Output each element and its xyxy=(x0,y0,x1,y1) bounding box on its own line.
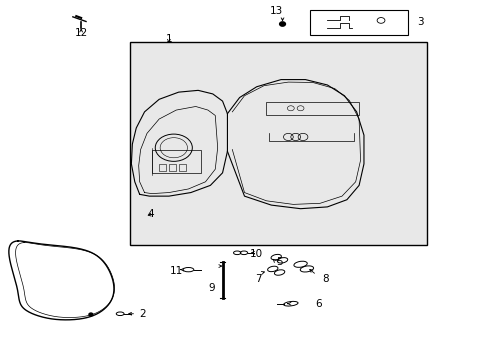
Text: 5: 5 xyxy=(276,257,282,267)
Text: 9: 9 xyxy=(208,283,215,293)
Bar xyxy=(266,102,358,116)
Text: 4: 4 xyxy=(147,209,154,219)
Text: 12: 12 xyxy=(74,28,87,38)
Text: 2: 2 xyxy=(140,310,146,319)
Text: 13: 13 xyxy=(269,6,282,17)
Text: 8: 8 xyxy=(322,274,328,284)
Bar xyxy=(152,149,200,173)
Bar xyxy=(178,164,185,171)
Text: 10: 10 xyxy=(249,248,262,258)
Text: 1: 1 xyxy=(165,35,172,44)
Circle shape xyxy=(89,313,93,316)
Bar xyxy=(159,164,166,171)
Bar xyxy=(130,42,427,244)
Text: 6: 6 xyxy=(315,299,321,309)
Text: 11: 11 xyxy=(170,266,183,276)
Circle shape xyxy=(279,22,285,26)
Text: 7: 7 xyxy=(254,274,261,284)
Text: 3: 3 xyxy=(417,17,424,27)
Bar xyxy=(168,164,176,171)
Bar xyxy=(310,10,407,35)
